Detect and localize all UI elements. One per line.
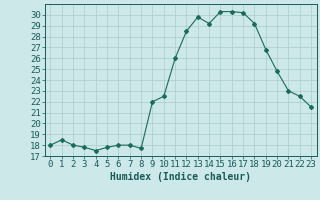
X-axis label: Humidex (Indice chaleur): Humidex (Indice chaleur) — [110, 172, 251, 182]
